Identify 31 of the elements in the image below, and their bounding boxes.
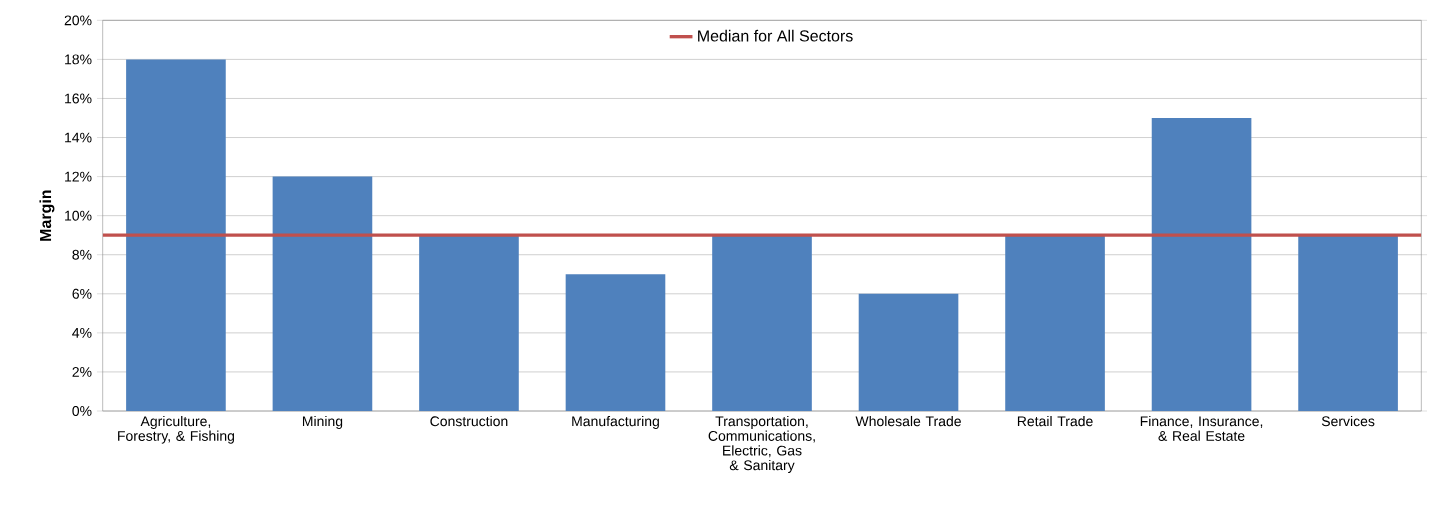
bar	[565, 274, 666, 411]
x-tick-label: Agriculture, Forestry, & Fishing	[118, 415, 235, 444]
bar	[272, 176, 373, 411]
y-tick-label: 20%	[64, 15, 92, 26]
y-tick-label: 8%	[72, 249, 92, 260]
y-tick-label: 2%	[72, 367, 92, 377]
y-tick-label: 10%	[65, 210, 92, 221]
x-tick-label: Finance, Insurance, & Real Estate	[1140, 415, 1263, 441]
y-tick-label: 14%	[65, 132, 92, 143]
bar	[712, 235, 812, 411]
y-tick-label: 16%	[65, 93, 92, 104]
x-tick-label: Manufacturing	[572, 415, 659, 429]
x-tick-label: Transportation, Communications, Electric, Gas & Sanitary	[708, 415, 815, 473]
bar	[419, 235, 519, 411]
y-tick-label: 6%	[72, 288, 92, 299]
bar	[1298, 235, 1398, 411]
x-tick-label: Wholesale Trade	[855, 415, 961, 427]
x-tick-label: Retail Trade	[1017, 415, 1093, 427]
bar	[1005, 235, 1105, 411]
x-tick-label: Mining	[302, 415, 343, 429]
x-tick-label: Services	[1321, 415, 1375, 427]
bar	[1151, 118, 1252, 411]
y-tick-label: 18%	[65, 54, 92, 65]
bar	[126, 59, 226, 411]
y-tick-label: 0%	[72, 406, 92, 416]
y-axis-title: Margin	[39, 190, 55, 241]
bar	[858, 293, 959, 411]
y-tick-label: 12%	[65, 171, 92, 182]
x-tick-label: Construction	[430, 415, 508, 427]
legend-label: Median for All Sectors	[698, 29, 853, 42]
y-tick-label: 4%	[72, 327, 92, 338]
